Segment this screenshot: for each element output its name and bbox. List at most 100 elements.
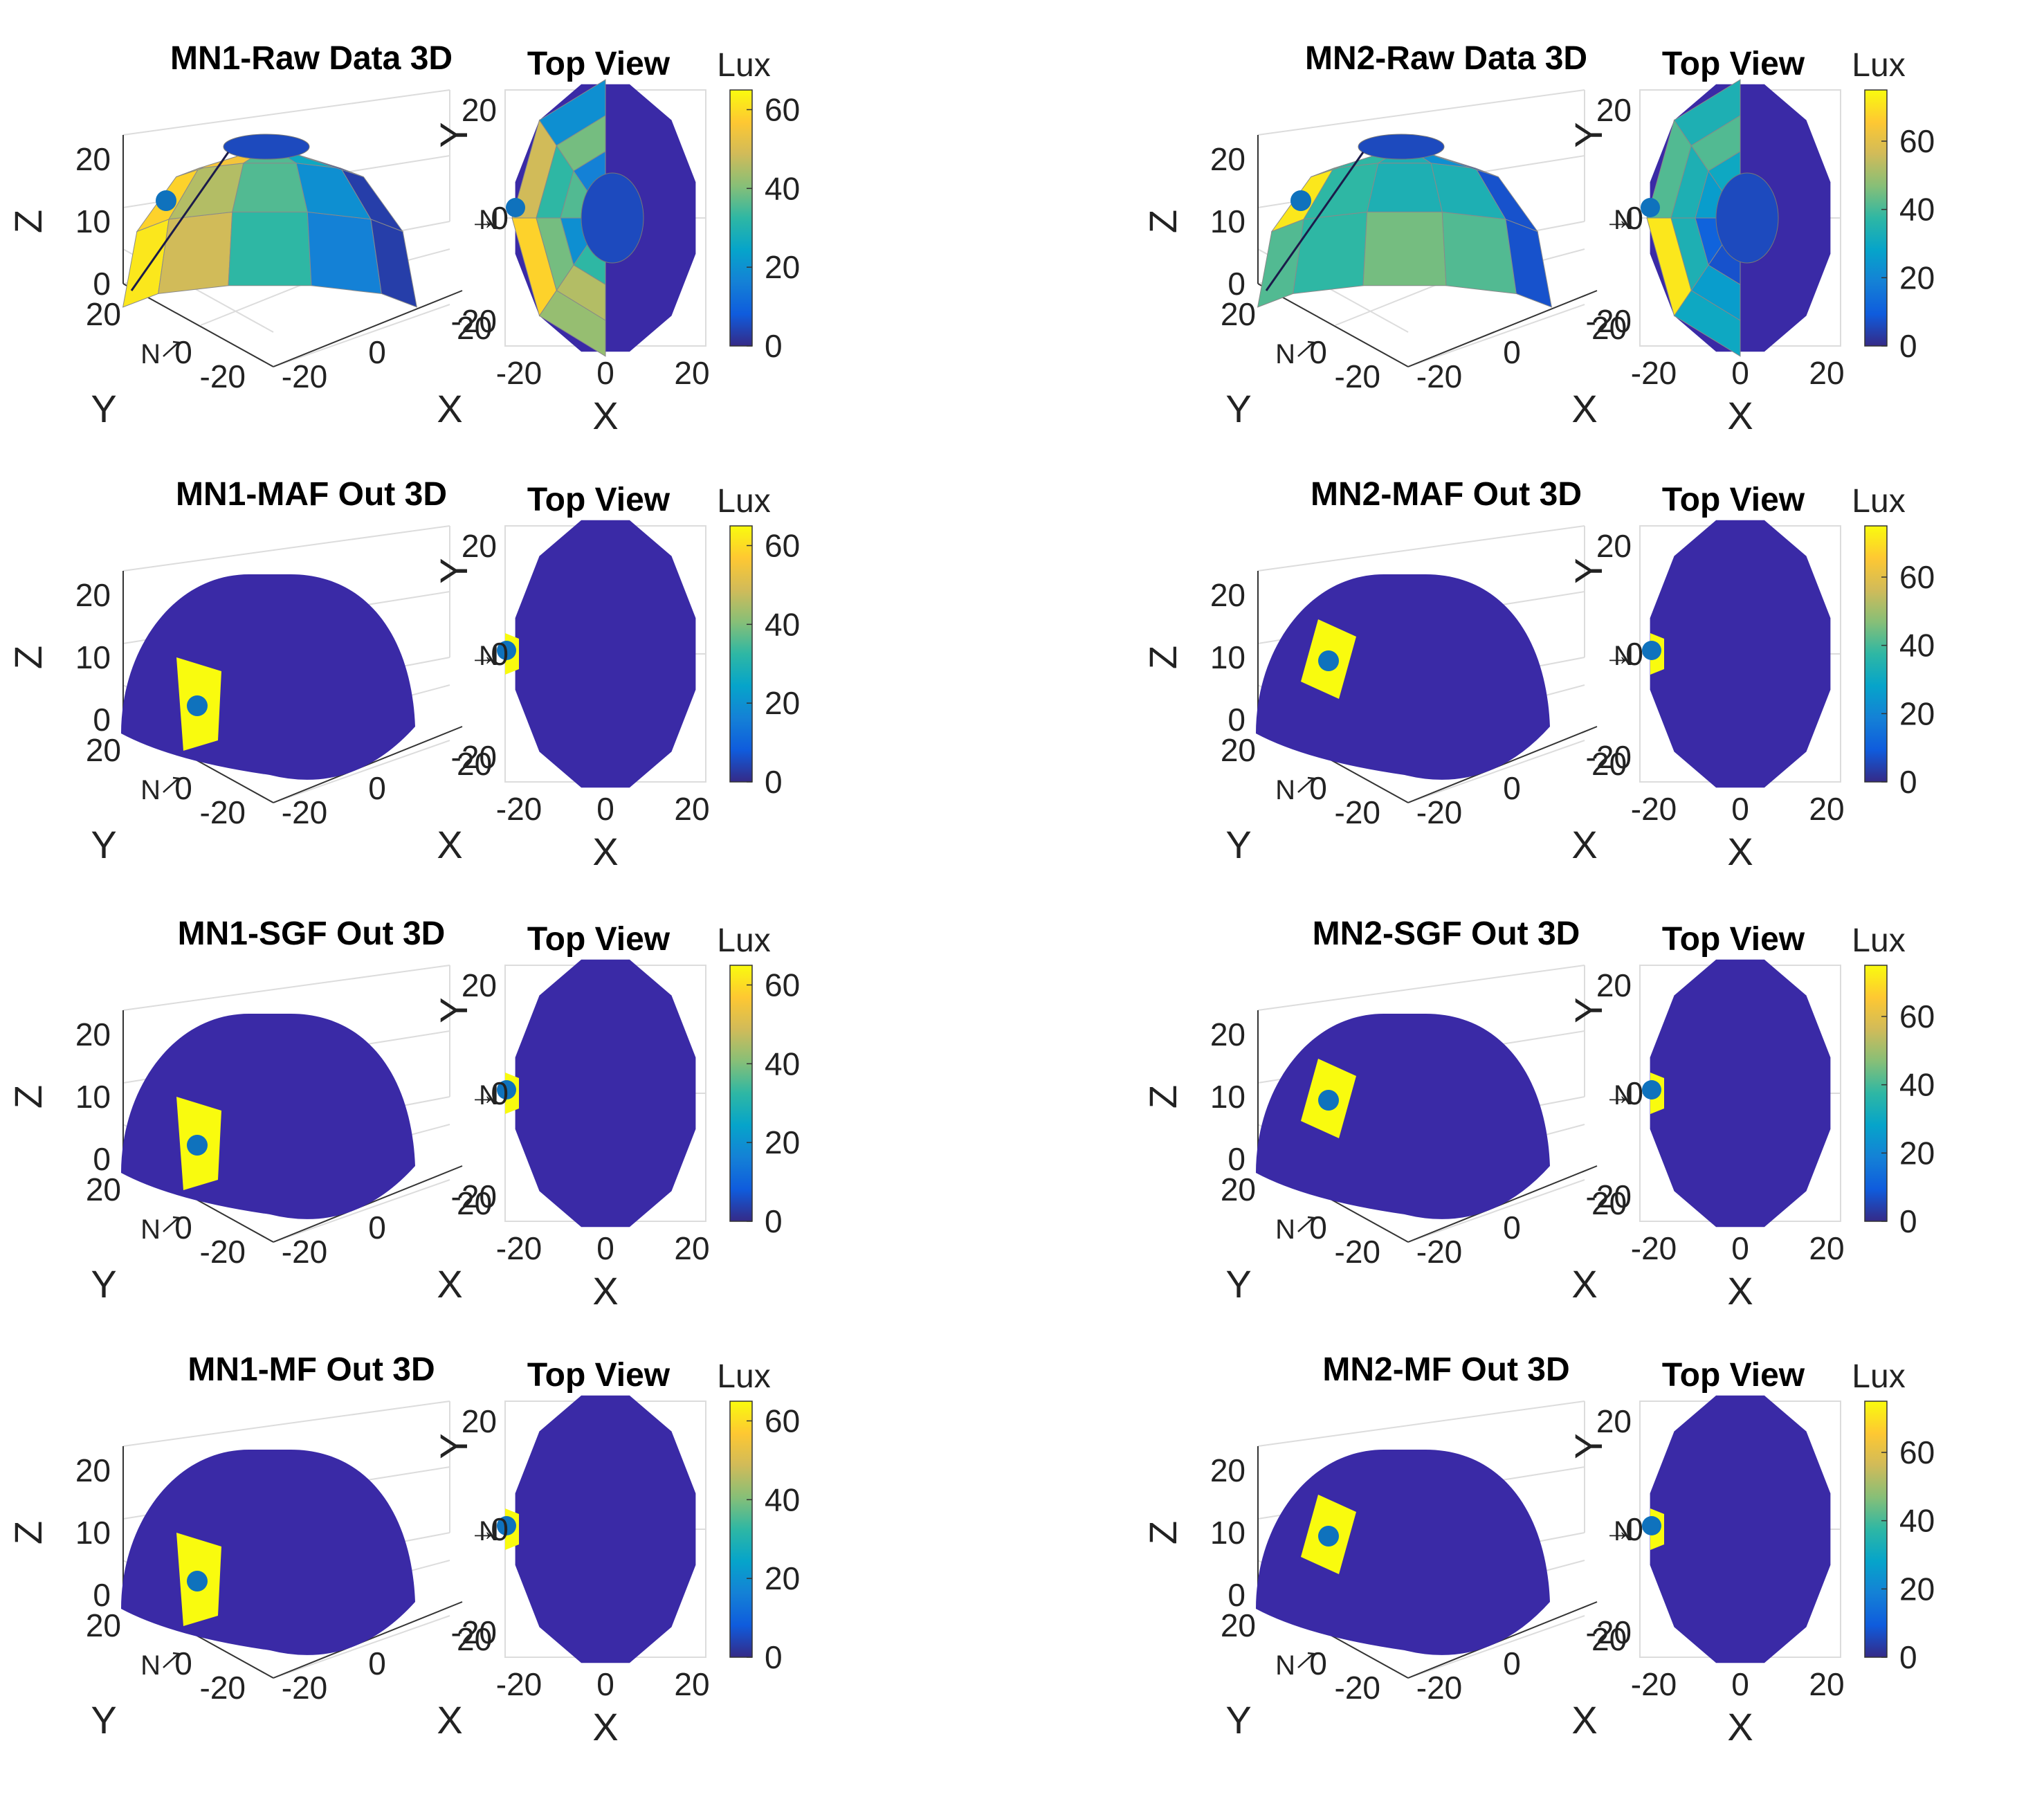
north-label-3d: N <box>1275 1214 1295 1245</box>
top-x-tick-label: 0 <box>1731 1666 1749 1702</box>
y-tick-label: 0 <box>174 334 192 370</box>
surface-cell <box>1293 211 1368 294</box>
colorbar-tick-label: 20 <box>1899 1135 1935 1171</box>
top-x-tick-label: -20 <box>1631 791 1677 827</box>
surface-cell <box>1441 211 1517 294</box>
y-tick-label: -20 <box>200 1234 246 1270</box>
colorbar <box>1864 965 1888 1222</box>
sensor-marker-top <box>506 198 525 217</box>
x-tick-label: 20 <box>1591 1185 1627 1221</box>
z-tick-label: 0 <box>1228 702 1245 738</box>
north-label-3d: N <box>140 339 161 370</box>
colorbar <box>729 1401 753 1658</box>
x-tick-label: -20 <box>282 358 327 394</box>
colorbar-tick-label: 60 <box>765 527 800 563</box>
colorbar <box>1864 1401 1888 1658</box>
top-x-tick-label: -20 <box>1631 1666 1677 1702</box>
x-tick-label: -20 <box>282 1670 327 1706</box>
grid-line <box>273 740 450 803</box>
colorbar-label: Lux <box>717 922 770 959</box>
x-axis-label: X <box>437 823 462 866</box>
y-tick-label: -20 <box>1335 1670 1380 1706</box>
colorbar-tick-label: 0 <box>765 328 783 364</box>
z-tick-label: 0 <box>1228 266 1245 302</box>
sensor-marker-top <box>497 1080 516 1100</box>
colorbar-label: Lux <box>717 483 770 520</box>
grid-line <box>1407 1615 1585 1679</box>
z-axis-label: Z <box>6 210 50 233</box>
top-surface <box>515 959 696 1228</box>
x-tick-label: 0 <box>368 1645 386 1681</box>
z-tick-label: 10 <box>75 203 111 239</box>
colorbar-tick-label: 60 <box>1899 998 1935 1034</box>
y-tick-label: 0 <box>1309 770 1327 806</box>
x-tick-label: -20 <box>282 1234 327 1270</box>
panel-top-title: Top View <box>1662 1357 1805 1394</box>
top-x-tick-label: 20 <box>674 791 709 827</box>
surface-dome <box>121 1450 415 1655</box>
north-arrow-3d <box>1297 340 1315 357</box>
z-tick-label: 20 <box>1210 141 1245 177</box>
grid-line <box>1407 304 1585 367</box>
z-tick-label: 10 <box>1210 1079 1245 1115</box>
y-tick-label: 20 <box>86 732 121 768</box>
top-x-tick-label: 20 <box>674 355 709 391</box>
north-label-top: N <box>1614 1080 1634 1111</box>
z-tick-label: 10 <box>75 1079 111 1115</box>
colorbar-tick-label: 60 <box>1899 1434 1935 1470</box>
top-surface <box>1650 1395 1831 1663</box>
colorbar-tick-label: 60 <box>1899 123 1935 159</box>
colorbar-tick-label: 40 <box>1899 192 1935 228</box>
top-y-tick-label: -20 <box>1586 1614 1632 1650</box>
top-x-axis-label: X <box>1727 1705 1753 1749</box>
z-tick-label: 0 <box>93 1141 111 1177</box>
x-tick-label: -20 <box>1416 1234 1462 1270</box>
top-y-axis-label: Y <box>432 558 475 583</box>
top-x-tick-label: 0 <box>596 791 614 827</box>
colorbar-tick-label: 0 <box>1899 1203 1917 1239</box>
grid-line <box>122 965 450 1011</box>
x-tick-label: 20 <box>457 1621 492 1657</box>
surface-cell <box>158 211 233 294</box>
colorbar <box>1864 525 1888 783</box>
top-x-axis-label: X <box>1727 1269 1753 1313</box>
grid-line <box>122 1401 450 1447</box>
z-tick-label: 10 <box>1210 203 1245 239</box>
y-tick-label: -20 <box>1335 794 1380 830</box>
top-surface <box>515 1395 696 1663</box>
top-y-tick-label: -20 <box>451 1178 497 1214</box>
surface-cell <box>1257 219 1304 308</box>
colorbar-tick-label: 20 <box>1899 259 1935 295</box>
colorbar-tick-label: 20 <box>1899 695 1935 731</box>
panel-3d-title: MN1-MF Out 3D <box>188 1351 435 1388</box>
colorbar-tick-label: 0 <box>765 764 783 800</box>
panel-3d-title: MN2-MF Out 3D <box>1322 1351 1569 1388</box>
y-tick-label: -20 <box>200 1670 246 1706</box>
top-x-axis-label: X <box>1727 830 1753 873</box>
panel-top-title: Top View <box>527 482 670 518</box>
surface-cell <box>1432 154 1499 178</box>
colorbar-tick-label: 0 <box>1899 328 1917 364</box>
panel-3d-title: MN1-MAF Out 3D <box>176 476 447 513</box>
z-axis-label: Z <box>6 1521 50 1544</box>
x-tick-label: 0 <box>1503 1210 1521 1246</box>
top-y-tick-label: -20 <box>451 1614 497 1650</box>
top-x-tick-label: 20 <box>1809 1666 1844 1702</box>
colorbar-tick-label: 0 <box>765 1639 783 1675</box>
x-tick-label: 20 <box>1591 310 1627 346</box>
y-tick-label: 0 <box>174 1210 192 1246</box>
surface-cell <box>228 211 312 286</box>
north-label-top: N <box>479 1516 499 1547</box>
north-arrow-top: → <box>1604 1516 1632 1547</box>
surface-dome <box>121 574 415 780</box>
colorbar-tick-label: 20 <box>765 249 800 285</box>
top-x-tick-label: -20 <box>496 791 542 827</box>
top-y-tick-label: 20 <box>1596 92 1632 128</box>
colorbar-tick-label: 20 <box>765 685 800 721</box>
surface-cell <box>1362 211 1447 286</box>
north-arrow-top: → <box>469 1080 497 1111</box>
y-tick-label: 20 <box>1221 732 1256 768</box>
